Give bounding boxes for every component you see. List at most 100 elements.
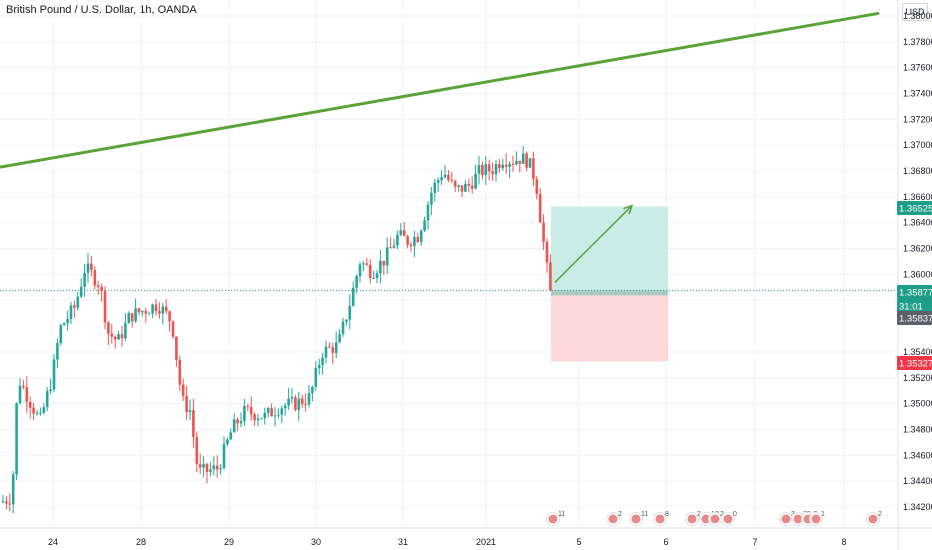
price-tick-label: 1.38000	[903, 11, 932, 21]
candle	[287, 387, 290, 410]
candle	[413, 230, 416, 258]
economic-events[interactable]: 11211821020329712	[546, 511, 883, 526]
candle	[120, 325, 124, 347]
candle-body	[5, 501, 8, 504]
candle-body	[518, 160, 522, 164]
target-arrow[interactable]	[554, 205, 633, 283]
candle	[178, 355, 182, 391]
candle	[137, 307, 141, 316]
candle	[328, 342, 331, 349]
candle-body	[270, 408, 273, 417]
price-tag-label: 1.35327	[899, 359, 932, 370]
candle	[521, 145, 525, 164]
time-tick-label: 6	[663, 537, 668, 547]
event-flag[interactable]: 11	[546, 511, 566, 526]
candle-body	[348, 305, 352, 320]
candle	[317, 358, 321, 375]
candle	[368, 259, 372, 284]
candle	[511, 155, 515, 172]
candle	[144, 307, 148, 323]
candle	[93, 266, 97, 290]
candle-body	[447, 174, 450, 180]
flag-dot	[608, 514, 618, 524]
loss-zone[interactable]	[551, 290, 668, 362]
candle-body	[368, 264, 372, 279]
entry-band	[551, 290, 668, 296]
candle-body	[25, 387, 29, 402]
candle	[494, 160, 498, 182]
candle	[45, 387, 49, 412]
trendline[interactable]	[0, 11, 880, 169]
event-flag[interactable]: 1	[809, 511, 826, 526]
candle-body	[351, 287, 355, 306]
candle-body	[273, 415, 277, 417]
candle	[113, 335, 117, 349]
candle-body	[239, 421, 243, 424]
candle	[86, 252, 90, 284]
candle	[249, 396, 253, 421]
candle	[365, 257, 369, 266]
price-tick-label: 1.37000	[903, 140, 932, 150]
profit-zone[interactable]	[551, 206, 668, 291]
time-tick-label: 31	[398, 537, 408, 547]
currency-button[interactable]: USD	[902, 3, 928, 21]
candle	[266, 406, 270, 418]
candle-body	[229, 432, 233, 440]
candle	[297, 391, 301, 422]
candle-body	[86, 263, 90, 274]
candle	[525, 151, 528, 172]
event-flag[interactable]: 2	[606, 511, 623, 526]
event-flag[interactable]: 2	[685, 511, 702, 526]
time-axis[interactable]: 24 28 29 30 31 2021 5 6 7 8	[48, 537, 847, 547]
price-tick-label: 1.37600	[903, 63, 932, 73]
candle-body	[287, 398, 290, 406]
candle-body	[232, 419, 236, 433]
candle-body	[209, 469, 212, 472]
candle-body	[409, 244, 413, 247]
candle-body	[355, 276, 358, 288]
candle	[447, 170, 450, 183]
candle-body	[212, 465, 216, 470]
candle-body	[202, 463, 205, 468]
candle	[345, 319, 348, 326]
candle-body	[470, 185, 474, 189]
event-flag[interactable]: 0	[721, 511, 738, 526]
price-tick-label: 1.36800	[903, 166, 932, 176]
candle-body	[307, 393, 311, 405]
event-flag[interactable]: 8	[653, 511, 670, 526]
candle-body	[175, 336, 178, 360]
event-flag[interactable]: 11	[629, 511, 649, 526]
candle	[436, 177, 440, 192]
candle	[127, 311, 131, 324]
candle-body	[62, 323, 66, 326]
candle-body	[49, 389, 52, 392]
candle-body	[158, 311, 161, 314]
candle	[324, 340, 328, 364]
candle-body	[358, 264, 362, 277]
candle	[181, 378, 185, 402]
price-tick-label: 1.36600	[903, 192, 932, 202]
candles	[1, 145, 552, 514]
time-tick-label: 8	[841, 537, 846, 547]
candle-body	[11, 474, 15, 505]
candle	[385, 237, 389, 275]
candle	[260, 417, 263, 420]
candle-body	[375, 273, 379, 278]
candle-body	[328, 346, 331, 348]
candle-body	[508, 163, 511, 167]
candle-body	[277, 414, 280, 416]
candle	[32, 402, 35, 420]
candle-body	[164, 306, 168, 312]
event-flag[interactable]: 2	[866, 511, 883, 526]
price-axis[interactable]: 1.38000 1.37800 1.37600 1.37400 1.37200 1.370…	[903, 11, 932, 512]
price-tag-label: 31:01	[899, 302, 923, 313]
candle-body	[52, 359, 56, 390]
event-flag[interactable]: 2	[708, 511, 725, 526]
candle-body	[243, 405, 246, 422]
candle	[134, 298, 137, 324]
candle	[171, 320, 175, 339]
candle	[39, 407, 42, 416]
candle	[402, 221, 406, 237]
candle-body	[311, 386, 314, 394]
